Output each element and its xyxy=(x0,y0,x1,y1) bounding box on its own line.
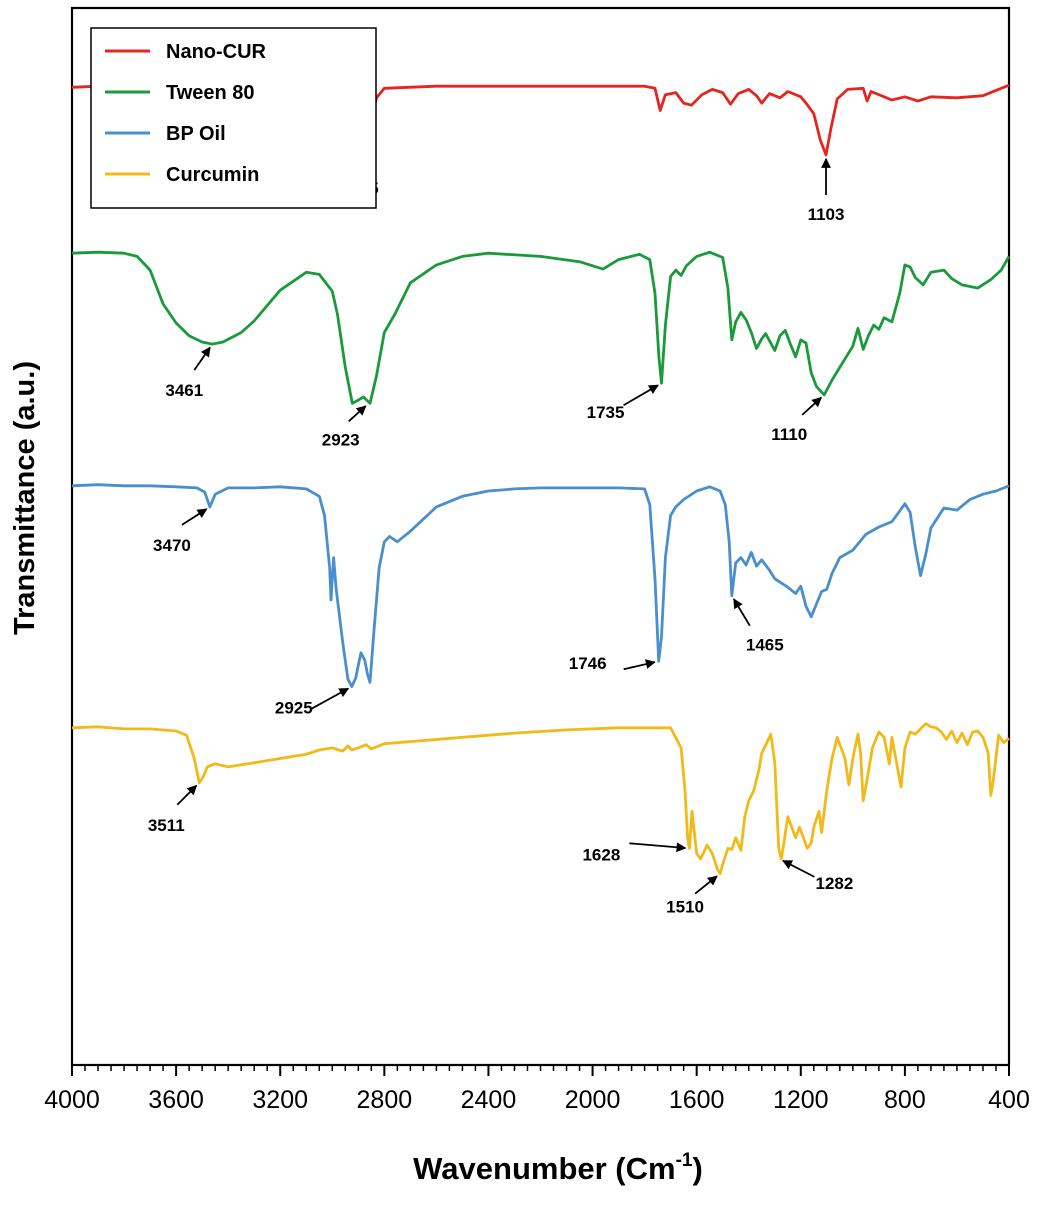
series-line-curcumin xyxy=(71,722,1010,876)
x-axis-ticks xyxy=(71,1065,1010,1076)
peak-annotation: 2925 xyxy=(275,687,350,718)
legend-label-curcumin: Curcumin xyxy=(166,164,259,186)
annotation-arrow xyxy=(782,859,815,878)
peak-annotations: 3489292511033461292317351110347029251746… xyxy=(114,138,854,917)
peak-annotation: 1628 xyxy=(582,842,687,864)
annotation-arrow xyxy=(181,508,208,526)
annotation-label: 3461 xyxy=(165,381,203,400)
annotation-label: 2925 xyxy=(275,699,313,718)
x-axis-label: Wavenumber (Cm-1) xyxy=(413,1150,703,1186)
x-axis-label-main: Wavenumber (Cm xyxy=(413,1151,675,1186)
annotation-arrow xyxy=(623,384,659,407)
peak-annotation: 1746 xyxy=(569,654,656,673)
x-axis-label-sup: -1 xyxy=(676,1150,693,1171)
x-tick-label: 2000 xyxy=(565,1086,621,1114)
x-axis-label-close: ) xyxy=(692,1151,702,1186)
annotation-label: 2923 xyxy=(322,430,360,449)
annotation-label: 1628 xyxy=(582,845,620,864)
annotation-arrow xyxy=(733,598,751,627)
x-tick-label: 4000 xyxy=(44,1086,100,1114)
series-line-tween-80 xyxy=(71,250,1011,405)
x-tick-label: 1200 xyxy=(773,1086,829,1114)
annotation-arrow xyxy=(623,659,656,671)
peak-annotation: 3470 xyxy=(153,508,208,555)
peak-annotation: 3511 xyxy=(148,784,198,835)
legend-box xyxy=(90,27,377,209)
x-tick-label: 800 xyxy=(884,1086,926,1114)
peak-annotation: 1510 xyxy=(666,875,718,917)
annotation-label: 1510 xyxy=(666,898,704,917)
annotation-label: 1735 xyxy=(587,403,625,422)
annotation-arrow xyxy=(801,396,822,416)
peak-annotation: 1465 xyxy=(733,598,784,655)
annotation-arrow xyxy=(348,405,367,422)
peak-annotation: 1282 xyxy=(782,859,854,893)
annotation-label: 3511 xyxy=(148,816,185,835)
x-tick-label: 2800 xyxy=(357,1086,413,1114)
legend: Nano-CUR Tween 80 BP Oil Curcumin xyxy=(90,27,377,209)
annotation-arrow xyxy=(629,842,687,853)
x-axis-tick-labels: 4000 3600 3200 2800 2400 2000 1600 1200 800 400 xyxy=(44,1086,1030,1114)
annotation-label: 1103 xyxy=(808,205,845,224)
legend-label-bp-oil: BP Oil xyxy=(166,123,226,145)
annotation-arrow xyxy=(311,687,350,710)
x-tick-label: 1600 xyxy=(669,1086,725,1114)
x-tick-label: 2400 xyxy=(461,1086,517,1114)
peak-annotation: 2923 xyxy=(322,405,367,449)
series-line-bp-oil xyxy=(71,483,1010,688)
x-tick-label: 3600 xyxy=(148,1086,204,1114)
peak-annotation: 1103 xyxy=(808,157,845,224)
annotation-label: 1282 xyxy=(816,874,854,893)
annotation-label: 1465 xyxy=(746,636,784,655)
legend-label-tween-80: Tween 80 xyxy=(166,82,255,104)
x-tick-label: 3200 xyxy=(252,1086,308,1114)
annotation-arrow xyxy=(694,875,718,895)
peak-annotation: 1110 xyxy=(771,396,822,444)
x-tick-label: 400 xyxy=(988,1086,1030,1114)
legend-label-nano-cur: Nano-CUR xyxy=(166,41,267,63)
annotation-arrow xyxy=(193,346,211,371)
peak-annotation: 3461 xyxy=(165,346,211,400)
peak-annotation: 1735 xyxy=(587,384,659,422)
annotation-label: 1746 xyxy=(569,654,607,673)
annotation-arrow xyxy=(176,784,198,806)
annotation-label: 3470 xyxy=(153,536,191,555)
y-axis-label: Transmittance (a.u.) xyxy=(9,361,41,635)
annotation-label: 1110 xyxy=(771,425,807,444)
